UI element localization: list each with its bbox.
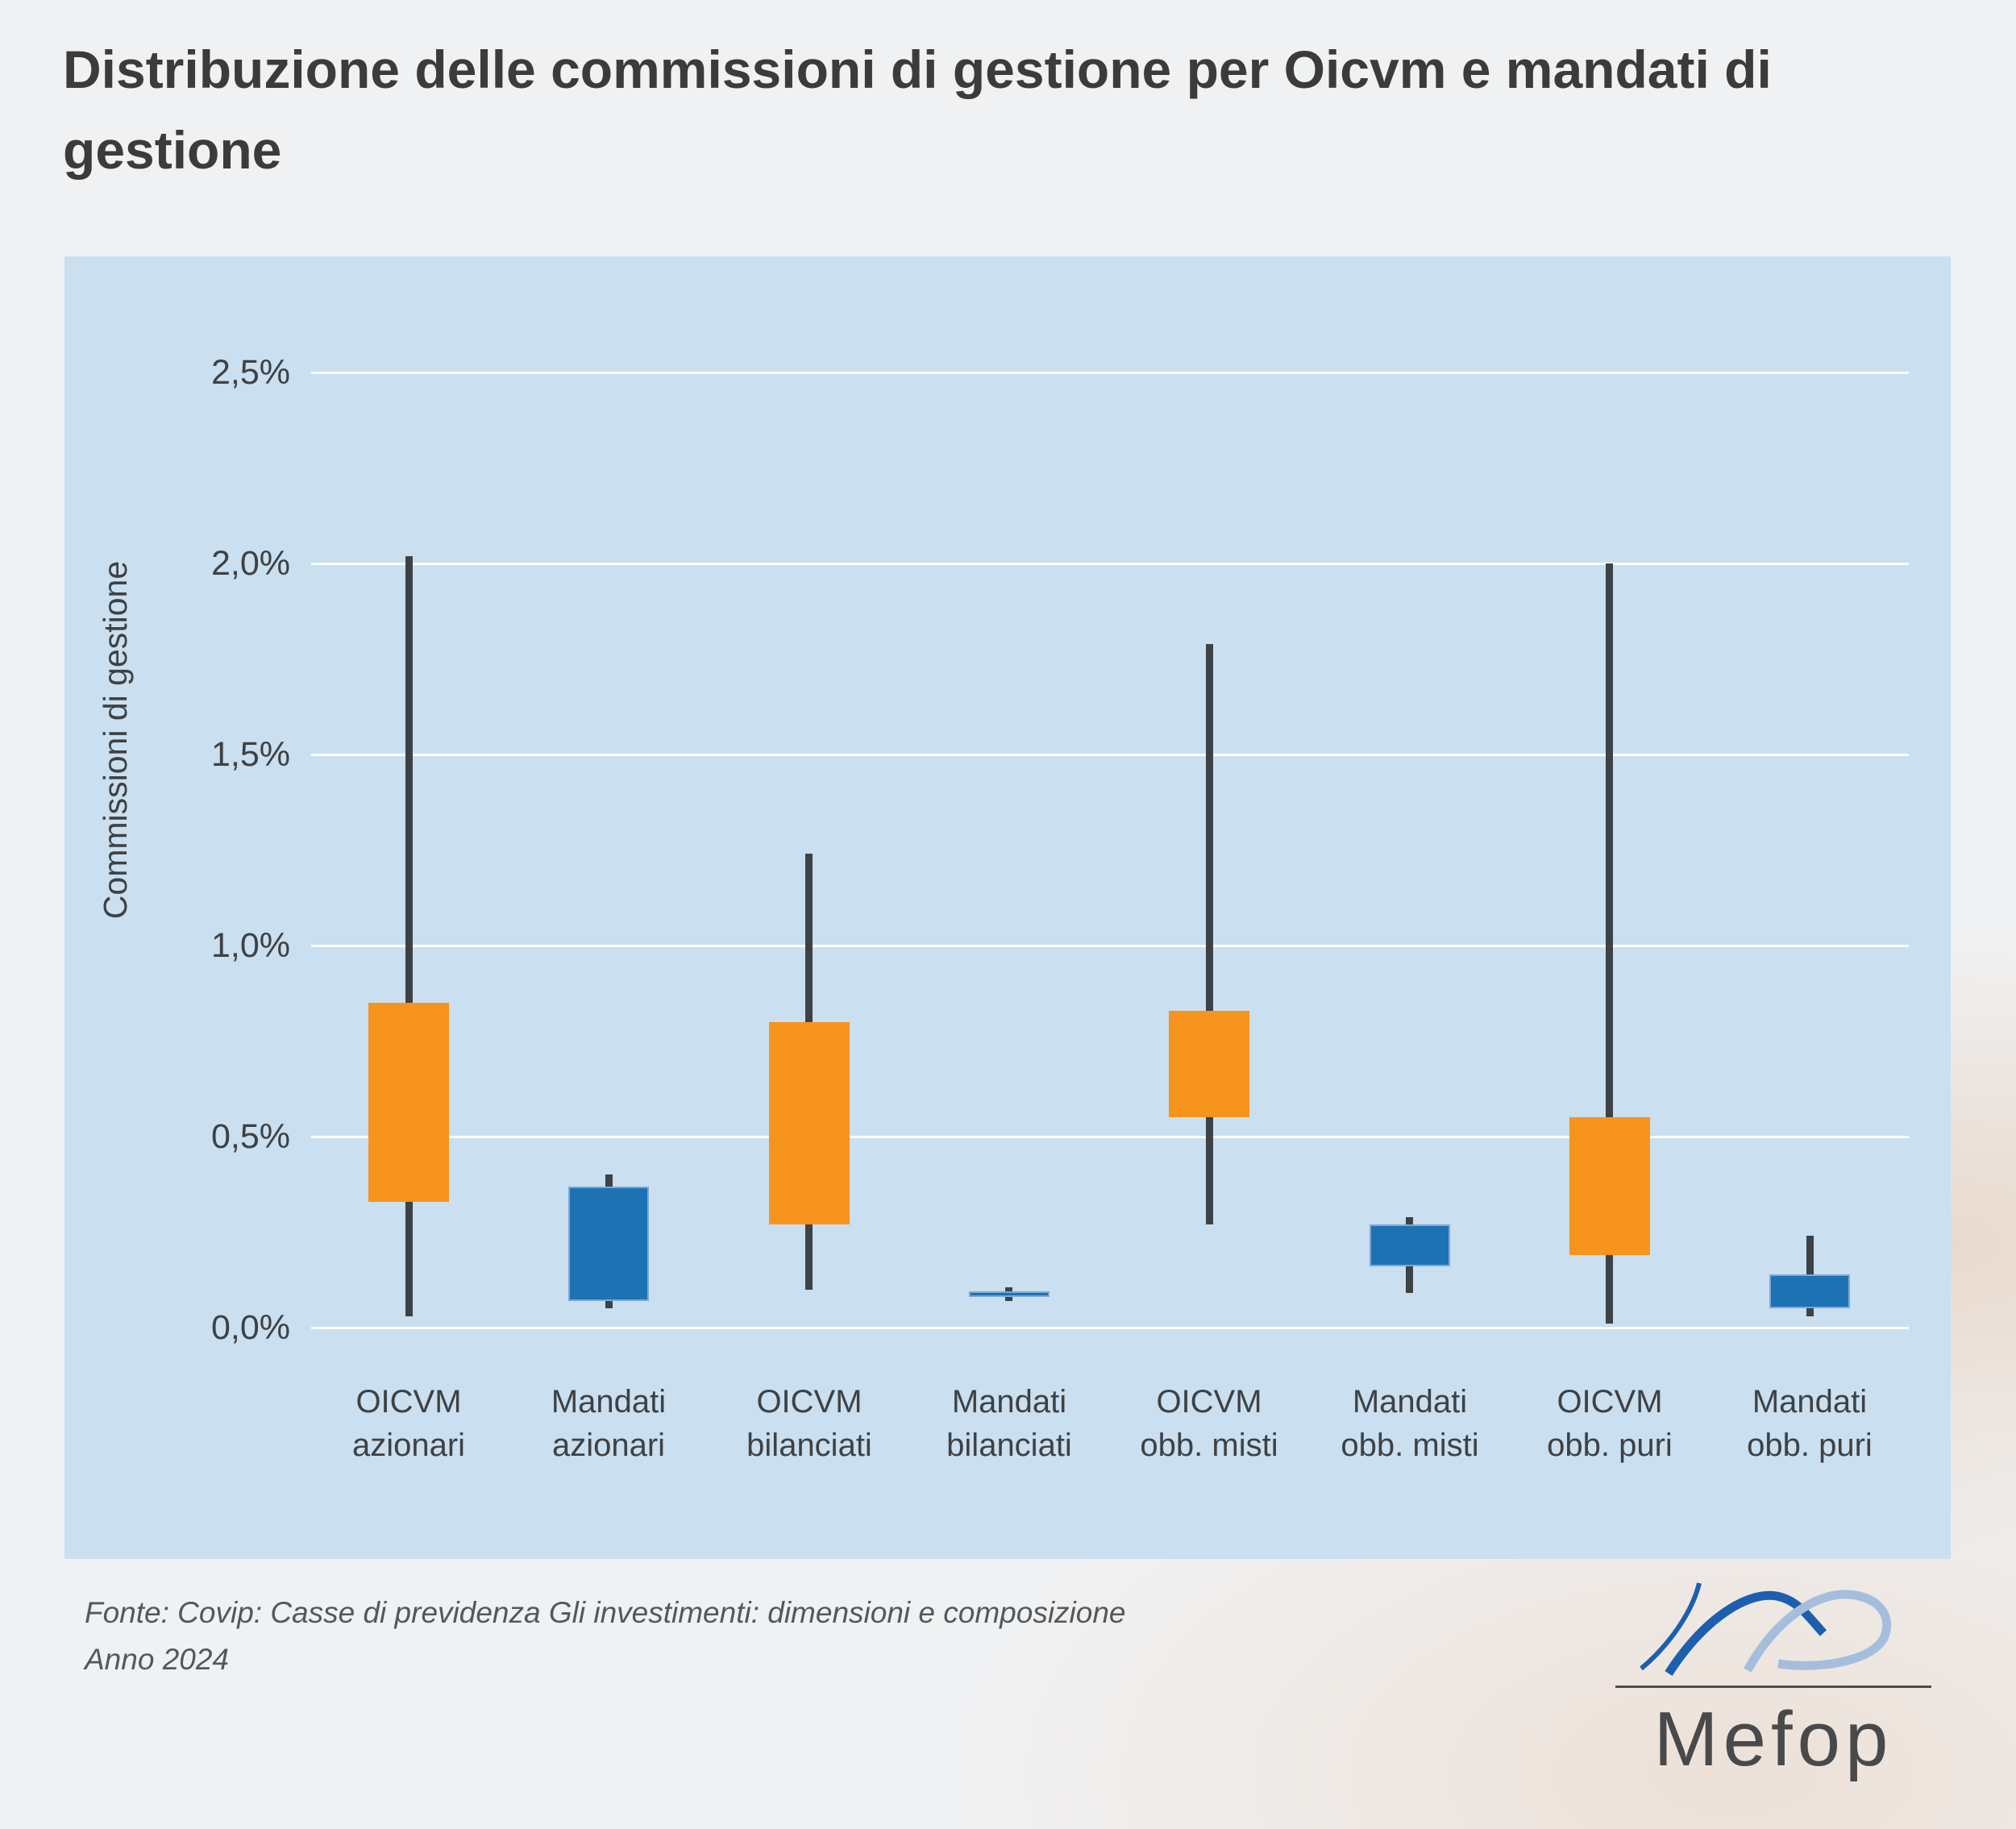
box-whisker: [405, 556, 413, 1316]
y-tick-label: 0,0%: [210, 1308, 290, 1347]
x-category-label-line: Mandati: [551, 1384, 667, 1420]
x-category-label: Mandati obb. puri: [1705, 1380, 1914, 1467]
box-iqr: [1569, 1117, 1650, 1255]
x-category-label-line: bilanciati: [746, 1428, 872, 1463]
x-category-label: OICVM obb. misti: [1104, 1380, 1314, 1467]
box-whisker: [1206, 644, 1213, 1224]
source-note-line1: Fonte: Covip: Casse di previdenza Gli in…: [85, 1596, 1126, 1629]
mefop-logo: Mefop: [1615, 1572, 1938, 1814]
x-category-label-line: Mandati: [1752, 1384, 1868, 1420]
x-category-label-line: obb. misti: [1341, 1428, 1479, 1463]
x-category-label-line: Mandati: [1352, 1384, 1468, 1420]
box-iqr: [969, 1291, 1050, 1297]
x-category-label-line: OICVM: [756, 1384, 863, 1420]
y-tick-label: 1,0%: [210, 926, 290, 965]
x-category-label-line: Mandati: [951, 1384, 1067, 1420]
x-category-label: OICVM obb. puri: [1505, 1380, 1715, 1467]
box-iqr: [1169, 1011, 1249, 1117]
gridline-2: [311, 563, 1909, 565]
y-tick-label: 2,5%: [210, 353, 290, 392]
x-category-label: OICVM azionari: [304, 1380, 513, 1467]
gridline-2.5: [311, 372, 1909, 374]
logo-curve-fish-icon: [1665, 1590, 1827, 1676]
box-iqr: [568, 1187, 649, 1301]
gridline-1: [311, 945, 1909, 947]
mefop-logo-mark: [1640, 1582, 1892, 1676]
box-iqr: [769, 1022, 850, 1224]
y-tick-label: 0,5%: [210, 1117, 290, 1156]
source-note: Fonte: Covip: Casse di previdenza Gli in…: [85, 1590, 1455, 1683]
gridline-0.5: [311, 1136, 1909, 1138]
x-category-label-line: OICVM: [1156, 1384, 1262, 1420]
logo-divider: [1615, 1686, 1931, 1688]
y-tick-label: 1,5%: [210, 735, 290, 774]
x-category-label-line: OICVM: [1557, 1384, 1663, 1420]
x-category-label-line: bilanciati: [946, 1428, 1072, 1463]
source-note-line2: Anno 2024: [85, 1643, 230, 1676]
plot-panel: [64, 256, 1951, 1559]
x-category-label-line: azionari: [351, 1428, 466, 1463]
x-category-label: Mandati obb. misti: [1305, 1380, 1515, 1467]
x-category-label-line: azionari: [551, 1428, 666, 1463]
x-category-label-line: OICVM: [355, 1384, 462, 1420]
x-category-label: Mandati bilanciati: [904, 1380, 1114, 1467]
x-category-label-line: obb. puri: [1547, 1428, 1673, 1463]
x-category-label: OICVM bilanciati: [705, 1380, 914, 1467]
box-iqr: [1370, 1224, 1450, 1266]
page-title-line1: Distribuzione delle commissioni di gesti…: [63, 39, 1772, 99]
y-tick-label: 2,0%: [210, 544, 290, 583]
box-iqr: [1769, 1274, 1850, 1308]
gridline-0: [311, 1327, 1909, 1329]
gridline-1.5: [311, 754, 1909, 756]
page-title: Distribuzione delle commissioni di gesti…: [63, 29, 1997, 190]
box-iqr: [368, 1003, 449, 1202]
x-category-label-line: obb. misti: [1140, 1428, 1278, 1463]
logo-curve-thin-icon: [1640, 1582, 1702, 1671]
logo-wordmark: Mefop: [1653, 1696, 1893, 1782]
x-category-label: Mandati azionari: [504, 1380, 713, 1467]
logo-curve-loop-icon: [1744, 1590, 1892, 1673]
page-title-line2: gestione: [63, 120, 282, 180]
x-category-label-line: obb. puri: [1747, 1428, 1873, 1463]
box-whisker: [1606, 563, 1613, 1324]
